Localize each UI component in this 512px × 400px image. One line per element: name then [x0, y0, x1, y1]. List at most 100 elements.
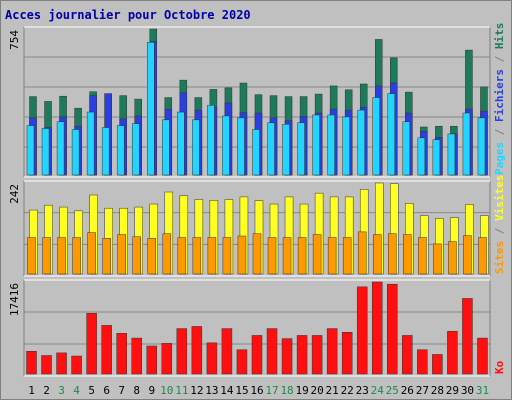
- bar-ko-day-27: [417, 349, 428, 375]
- bar-pages-day-30: [462, 112, 471, 176]
- bar-pages-day-18: [282, 124, 290, 176]
- bar-pages-day-9: [147, 42, 155, 176]
- legend-item-files: Fichiers: [493, 69, 506, 122]
- x-axis-labels: 1 2 3 4 5 6 7 8 9 10 11 12 13 14 15 16 17 18 19 20 21 22 23 24 2…: [28, 384, 489, 397]
- x-label-day-16: 16: [250, 384, 263, 397]
- bar-pages-day-20: [312, 114, 320, 176]
- bar-ko-day-30: [462, 298, 473, 375]
- legend-separator: /: [493, 49, 506, 69]
- bar-sites-day-6: [102, 238, 111, 275]
- bar-pages-day-11: [177, 111, 185, 176]
- bar-ko-day-8: [131, 337, 142, 375]
- panel-ko: 17416 Ko: [8, 279, 506, 377]
- chart-panels: 754 Pages / Fichiers / Hits 242 Sites / Vis…: [8, 23, 506, 377]
- x-label-day-9: 9: [148, 384, 155, 397]
- bar-pages-day-4: [71, 129, 80, 176]
- legend-item-hits: Hits: [493, 23, 506, 50]
- legend-separator: /: [493, 221, 506, 241]
- bar-pages-day-5: [86, 111, 95, 176]
- bar-sites-day-27: [418, 237, 427, 275]
- bar-sites-day-2: [42, 237, 51, 275]
- bar-sites-day-16: [252, 233, 262, 275]
- x-label-day-11: 11: [175, 384, 188, 397]
- bar-ko-day-7: [116, 333, 127, 375]
- bar-sites-day-11: [177, 237, 187, 275]
- bar-sites-day-20: [312, 234, 322, 275]
- bar-pages-day-1: [26, 125, 35, 176]
- bar-sites-day-28: [433, 243, 442, 275]
- bar-ko-day-21: [326, 328, 338, 375]
- panel-visits-sites: 242 Sites / Visites: [8, 175, 506, 277]
- x-label-day-22: 22: [341, 384, 354, 397]
- x-label-day-20: 20: [311, 384, 324, 397]
- bar-sites-day-12: [192, 237, 202, 275]
- bar-pages-day-12: [192, 119, 200, 176]
- bar-ko-day-29: [447, 330, 458, 375]
- bar-pages-day-25: [387, 93, 396, 176]
- bar-sites-day-7: [117, 234, 126, 275]
- x-label-day-6: 6: [103, 384, 110, 397]
- bar-pages-day-29: [447, 133, 456, 176]
- bar-sites-day-18: [282, 237, 292, 275]
- bar-sites-day-24: [372, 234, 382, 275]
- x-label-day-1: 1: [28, 384, 35, 397]
- x-label-day-15: 15: [235, 384, 248, 397]
- bar-ko-day-31: [477, 337, 488, 375]
- bar-sites-day-10: [162, 233, 172, 275]
- bar-pages-day-13: [207, 105, 215, 176]
- legend-hits-files-pages: Pages / Fichiers / Hits: [493, 23, 506, 175]
- bar-ko-day-9: [146, 345, 158, 375]
- bar-pages-day-8: [131, 123, 140, 176]
- bar-ko-day-19: [296, 335, 308, 375]
- x-label-day-4: 4: [73, 384, 80, 397]
- x-label-day-17: 17: [265, 384, 278, 397]
- bar-sites-day-31: [478, 237, 487, 275]
- bar-ko-day-5: [86, 313, 97, 375]
- x-label-day-18: 18: [280, 384, 293, 397]
- bar-pages-day-3: [56, 121, 65, 176]
- bar-sites-day-4: [72, 237, 81, 275]
- x-label-day-14: 14: [220, 384, 234, 397]
- bar-pages-day-24: [372, 97, 380, 176]
- bar-sites-day-15: [237, 235, 247, 275]
- legend-item-sites: Sites: [493, 241, 506, 274]
- bar-pages-day-15: [237, 117, 245, 176]
- x-label-day-21: 21: [326, 384, 339, 397]
- bar-ko-day-17: [266, 328, 278, 375]
- bar-ko-day-12: [191, 326, 203, 375]
- bar-pages-day-19: [297, 122, 305, 176]
- bar-pages-day-27: [417, 137, 426, 176]
- bar-sites-day-13: [207, 237, 217, 275]
- bar-sites-day-21: [327, 237, 337, 275]
- bar-ko-day-3: [56, 352, 67, 375]
- legend-item-pages: Pages: [493, 142, 506, 175]
- bar-ko-day-18: [281, 338, 293, 375]
- bar-ko-day-13: [206, 342, 218, 375]
- bar-sites-day-8: [132, 236, 141, 275]
- x-label-day-10: 10: [160, 384, 173, 397]
- bar-pages-day-26: [402, 121, 411, 176]
- panel-hits-files-pages: 754 Pages / Fichiers / Hits: [8, 23, 506, 178]
- bar-ko-day-16: [251, 335, 263, 375]
- bar-sites-day-14: [222, 237, 232, 275]
- bar-pages-day-21: [327, 114, 335, 176]
- x-label-day-28: 28: [431, 384, 444, 397]
- x-label-day-8: 8: [133, 384, 140, 397]
- bar-ko-day-26: [402, 335, 413, 375]
- x-label-day-30: 30: [461, 384, 474, 397]
- bar-sites-day-19: [297, 237, 307, 275]
- bar-ko-day-28: [432, 354, 443, 375]
- bar-ko-day-25: [387, 283, 398, 375]
- x-label-day-24: 24: [371, 384, 385, 397]
- x-label-day-31: 31: [476, 384, 489, 397]
- bar-sites-day-29: [448, 241, 457, 275]
- bar-pages-day-10: [162, 119, 170, 176]
- bar-ko-day-23: [356, 286, 368, 375]
- bar-sites-day-5: [87, 232, 96, 275]
- bar-ko-day-20: [311, 335, 323, 375]
- x-label-day-12: 12: [190, 384, 203, 397]
- bar-pages-day-14: [222, 115, 230, 176]
- bar-ko-day-4: [71, 355, 82, 375]
- bar-sites-day-23: [357, 231, 367, 275]
